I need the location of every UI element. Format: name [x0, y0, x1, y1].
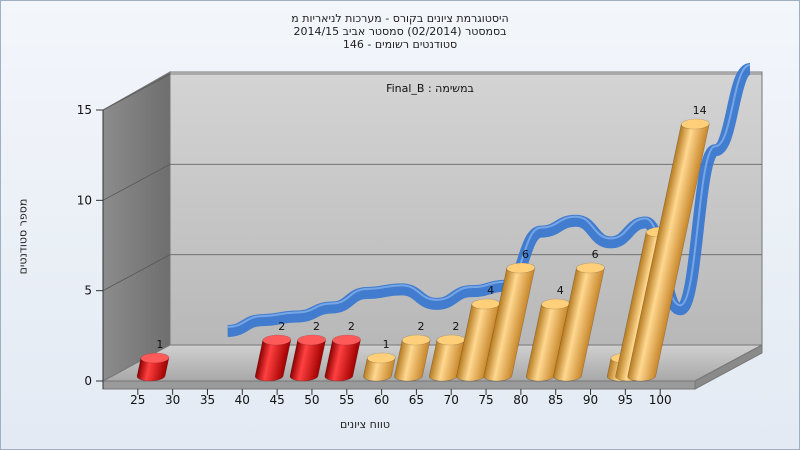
bar: 2 — [289, 320, 327, 382]
bar-body — [483, 267, 536, 382]
bar-top — [262, 334, 292, 346]
x-tick-label: 60 — [374, 393, 389, 407]
bar-value-label: 2 — [278, 320, 285, 333]
y-tick-label: 0 — [84, 374, 92, 388]
bar-value-label: 6 — [592, 248, 599, 261]
grid-line-side — [102, 163, 171, 201]
y-tick-label: 15 — [77, 103, 92, 117]
x-tick-label: 75 — [478, 393, 493, 407]
floor-front-edge — [102, 380, 696, 390]
x-tick-label: 30 — [165, 393, 180, 407]
x-tick-label: 45 — [269, 393, 284, 407]
bar-value-label: 1 — [383, 338, 390, 351]
x-tick-label: 70 — [444, 393, 459, 407]
bar-value-label: 2 — [418, 320, 425, 333]
x-tick-label: 95 — [618, 393, 633, 407]
bar-value-label: 2 — [348, 320, 355, 333]
y-tick-label: 10 — [77, 193, 92, 207]
bar: 2 — [254, 320, 292, 382]
bar-top — [297, 334, 327, 346]
x-tick-label: 85 — [548, 393, 563, 407]
bar: 6 — [553, 248, 605, 382]
bar-body — [553, 267, 605, 382]
bar-body — [363, 357, 396, 382]
y-tick-label: 5 — [84, 284, 92, 298]
bar-top — [506, 262, 536, 274]
x-tick-label: 65 — [409, 393, 424, 407]
bar-body — [324, 339, 361, 382]
grid-line-side — [102, 73, 171, 111]
x-tick-label: 50 — [304, 393, 319, 407]
x-tick-label: 40 — [235, 393, 250, 407]
x-tick-label: 55 — [339, 393, 354, 407]
bar-body — [627, 123, 710, 382]
bar-top — [680, 118, 710, 130]
bar-value-label: 1 — [156, 338, 163, 351]
bar-body — [289, 339, 327, 382]
x-tick-label: 25 — [130, 393, 145, 407]
bar-value-label: 4 — [487, 284, 494, 297]
chart-title-line-2: בסמסטר (02/2014) סמסטר אביב 2014/15 — [293, 25, 507, 38]
bar-value-label: 4 — [557, 284, 564, 297]
bar: 4 — [456, 284, 501, 382]
x-tick-label: 100 — [649, 393, 672, 407]
bars: 122212246461814 — [136, 104, 710, 382]
bar: 14 — [627, 104, 710, 382]
bar: 4 — [525, 284, 570, 382]
chart-title-line-3: סטודנטים רשומים - 146 — [342, 38, 458, 51]
bar: 2 — [394, 320, 431, 382]
bar-top — [140, 352, 170, 364]
bar-value-label: 6 — [522, 248, 529, 261]
bar-body — [254, 339, 292, 382]
bar: 2 — [324, 320, 361, 382]
chart-title-line-1: היסטוגרמת ציונים בקורס - מערכות לניאריות… — [291, 12, 509, 25]
bar-body — [394, 339, 431, 382]
bar-value-label: 14 — [693, 104, 707, 117]
x-tick-label: 80 — [513, 393, 528, 407]
bar-top — [366, 352, 396, 364]
bar: 6 — [483, 248, 536, 382]
bar-top — [401, 334, 431, 346]
bar: 1 — [136, 338, 170, 382]
left-wall — [102, 71, 171, 382]
x-tick-label: 90 — [583, 393, 598, 407]
axes: 0 5 10 15 25 30 35 40 45 50 55 60 65 70 75 80 85 90 95 100 — [77, 103, 672, 407]
grid-line-side — [102, 254, 171, 292]
x-tick-label: 35 — [200, 393, 215, 407]
bar-body — [136, 357, 170, 382]
bar-value-label: 2 — [452, 320, 459, 333]
bar-top — [576, 262, 605, 274]
floor-right-edge — [694, 344, 763, 390]
bar-top — [332, 334, 361, 346]
chart-subtitle: במשימה : Final_B — [386, 82, 474, 95]
bar: 1 — [363, 338, 396, 382]
x-axis-label: טווח ציונים — [340, 418, 390, 431]
bar-value-label: 2 — [313, 320, 320, 333]
y-axis-label: מספר סטודנטים — [16, 198, 30, 275]
